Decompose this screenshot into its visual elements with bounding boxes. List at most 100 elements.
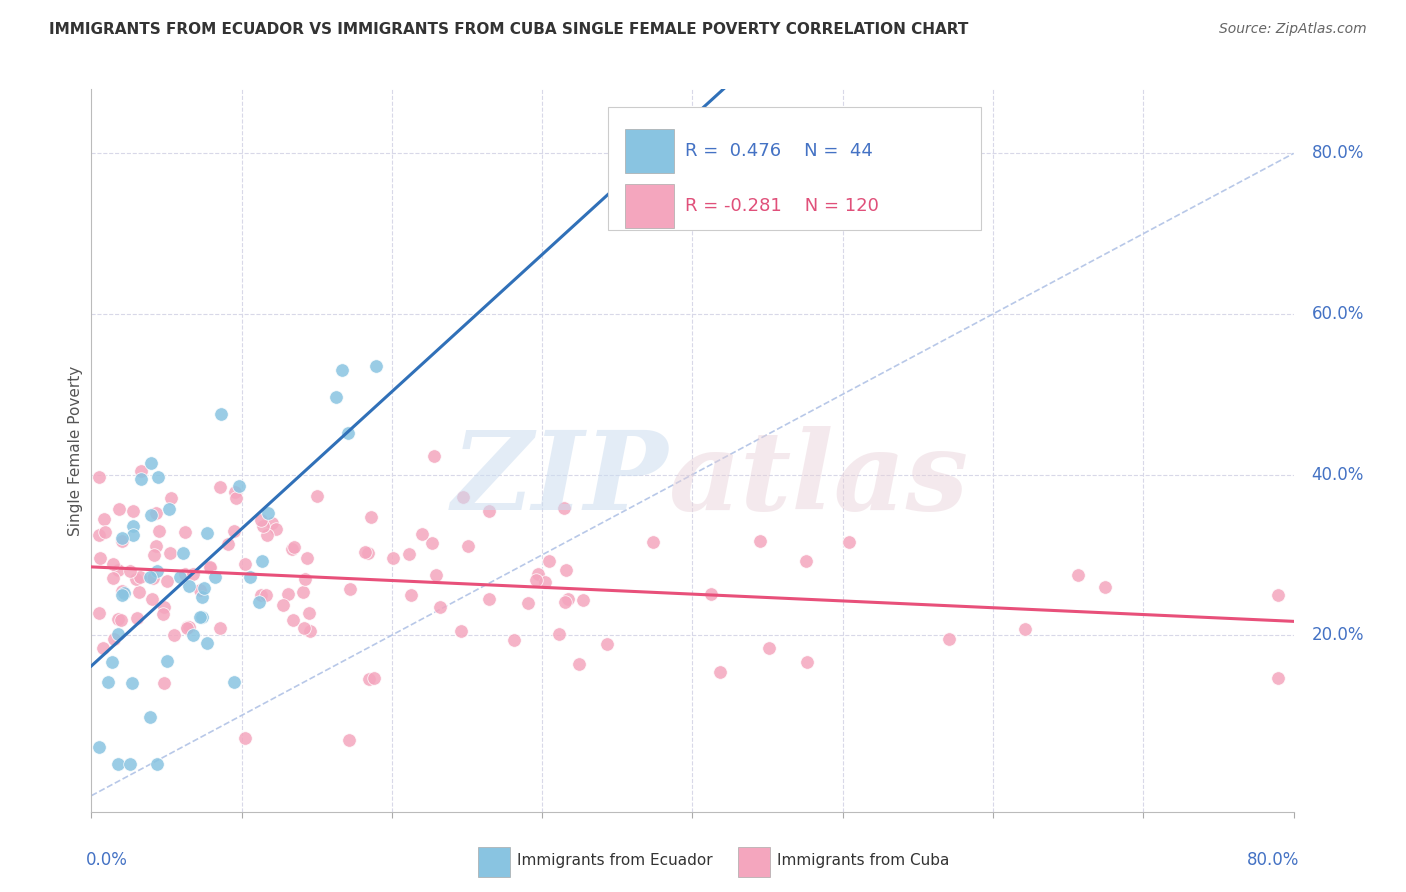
Text: Immigrants from Ecuador: Immigrants from Ecuador: [517, 854, 713, 868]
Point: [336, 425, 359, 440]
Point: [181, 566, 204, 581]
Point: [298, 607, 321, 621]
Point: [257, 506, 280, 520]
Point: [141, 592, 163, 607]
Point: [139, 508, 162, 522]
Bar: [478, 847, 509, 877]
Point: [176, 621, 198, 635]
Point: [97, 675, 120, 690]
Point: [1014, 622, 1036, 636]
Point: [179, 620, 201, 634]
Point: [176, 620, 198, 634]
Point: [411, 527, 433, 541]
Point: [538, 554, 561, 568]
Point: [128, 570, 150, 584]
Point: [252, 519, 274, 533]
Point: [193, 582, 215, 596]
Point: [357, 546, 380, 560]
Point: [89, 551, 111, 566]
Point: [112, 586, 135, 600]
Point: [557, 592, 579, 607]
Point: [451, 490, 474, 504]
FancyBboxPatch shape: [626, 184, 675, 227]
Point: [305, 489, 328, 503]
Point: [209, 407, 232, 421]
Point: [142, 548, 165, 562]
Text: 40.0%: 40.0%: [1312, 466, 1364, 483]
Bar: [738, 847, 770, 877]
Text: 80.0%: 80.0%: [1312, 145, 1364, 162]
Point: [139, 456, 162, 470]
Point: [554, 595, 576, 609]
Point: [425, 567, 447, 582]
Point: [125, 611, 148, 625]
Point: [204, 570, 226, 584]
Point: [796, 655, 818, 669]
Point: [91, 641, 114, 656]
Point: [254, 588, 277, 602]
Text: 20.0%: 20.0%: [1312, 626, 1364, 644]
Point: [159, 546, 181, 560]
Point: [174, 567, 197, 582]
FancyBboxPatch shape: [609, 107, 981, 230]
Point: [423, 449, 446, 463]
Text: atlas: atlas: [668, 425, 969, 533]
Point: [281, 613, 304, 627]
Point: [177, 579, 200, 593]
Point: [191, 609, 214, 624]
Point: [271, 599, 294, 613]
Point: [195, 525, 218, 540]
Point: [298, 624, 321, 639]
Point: [145, 506, 167, 520]
Point: [503, 632, 526, 647]
Point: [748, 534, 770, 549]
Point: [198, 561, 221, 575]
Point: [360, 510, 382, 524]
Point: [233, 731, 256, 745]
Point: [172, 546, 194, 560]
Point: [157, 502, 180, 516]
Point: [87, 739, 110, 754]
Point: [107, 612, 129, 626]
Point: [572, 592, 595, 607]
Point: [295, 550, 318, 565]
Point: [527, 567, 550, 582]
Point: [153, 676, 176, 690]
Point: [699, 586, 721, 600]
Point: [146, 756, 169, 771]
Text: ZIP: ZIP: [451, 425, 668, 533]
Point: [1267, 588, 1289, 602]
Point: [325, 390, 347, 404]
FancyBboxPatch shape: [626, 129, 675, 173]
Point: [152, 607, 174, 621]
Point: [111, 533, 134, 548]
Point: [107, 627, 129, 641]
Point: [357, 673, 380, 687]
Point: [191, 591, 214, 605]
Point: [174, 524, 197, 539]
Point: [181, 628, 204, 642]
Point: [121, 518, 143, 533]
Point: [118, 565, 141, 579]
Point: [478, 504, 501, 518]
Text: R =  0.476    N =  44: R = 0.476 N = 44: [685, 143, 873, 161]
Point: [217, 537, 239, 551]
Point: [224, 485, 246, 500]
Point: [478, 591, 501, 606]
Point: [1267, 671, 1289, 685]
Point: [250, 588, 273, 602]
Point: [108, 502, 131, 516]
Point: [524, 573, 547, 587]
Point: [382, 550, 405, 565]
Point: [363, 671, 385, 685]
Point: [107, 563, 129, 577]
Point: [110, 613, 132, 627]
Text: Source: ZipAtlas.com: Source: ZipAtlas.com: [1219, 22, 1367, 37]
Point: [420, 536, 443, 550]
Point: [568, 657, 591, 671]
Point: [101, 571, 124, 585]
Point: [118, 756, 141, 771]
Point: [554, 563, 576, 577]
Point: [709, 665, 731, 679]
Point: [450, 624, 472, 639]
